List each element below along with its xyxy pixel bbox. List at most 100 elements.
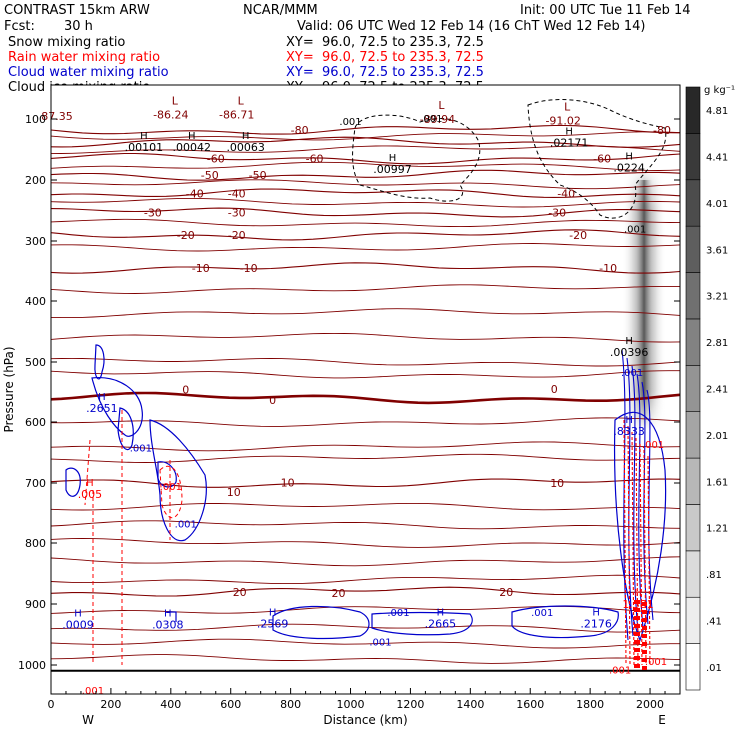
colorbar-label: .41: [706, 616, 722, 627]
legend-rain-xy: XY= 96.0, 72.5 to 235.3, 72.5: [286, 50, 484, 65]
isotherm-line-m60: [50, 152, 681, 165]
y-tick-label: 900: [25, 598, 46, 611]
isotherm-label: 20: [332, 587, 346, 600]
colorbar-label: 2.41: [706, 385, 728, 396]
high-value: .00997: [373, 163, 412, 176]
colorbar-label: .81: [706, 570, 722, 581]
isotherm-line-minor: [50, 357, 681, 367]
corner-value: 87.35: [41, 110, 73, 123]
rain-water-contour: [159, 465, 183, 518]
cloud-water-contour: [157, 461, 177, 488]
rain-water-marker: [634, 608, 640, 612]
contour-value: .001: [642, 440, 664, 451]
contour-value: .001: [645, 657, 667, 668]
high-value: .00042: [173, 141, 212, 154]
cloud-ice-contour: [527, 99, 667, 219]
colorbar-segment: [685, 596, 701, 644]
isotherm-label: -20: [177, 229, 195, 242]
x-tick-label: 1800: [576, 698, 604, 711]
high-marker: H: [188, 131, 196, 142]
colorbar-label: 1.21: [706, 524, 728, 535]
high-value: 1.381: [622, 598, 654, 611]
x-tick-label: 800: [280, 698, 301, 711]
high-marker: H: [74, 609, 82, 620]
isotherm-label: 10: [281, 476, 295, 489]
colorbar-label: .01: [706, 663, 722, 674]
colorbar-unit: g kg⁻¹: [704, 85, 735, 96]
x-axis-title: Distance (km): [323, 713, 407, 727]
isotherm-line-minor: [50, 441, 681, 452]
high-value: .0308: [152, 619, 184, 632]
contour-value: .001: [621, 368, 643, 379]
contour-value: .001: [609, 666, 631, 677]
isotherm-label: 0: [551, 383, 558, 396]
isotherm-line-minor: [50, 179, 681, 190]
high-value: .00063: [226, 141, 265, 154]
high-marker: H: [592, 607, 600, 618]
contour-value: .001: [175, 519, 197, 530]
high-value: .00101: [125, 141, 164, 154]
colorbar-label: 4.41: [706, 153, 728, 164]
isotherm-line-minor: [50, 145, 681, 155]
y-tick-label: 400: [25, 295, 46, 308]
high-marker: H: [86, 478, 94, 489]
isotherm-label: -20: [569, 229, 587, 242]
cloud-water-contour: [371, 611, 473, 636]
colorbar-segment: [685, 272, 701, 320]
isotherm-line-minor: [50, 574, 681, 585]
isotherm-line-20: [50, 586, 681, 597]
y-tick-label: 600: [25, 416, 46, 429]
isotherm-label: -50: [201, 169, 219, 182]
contour-value: .001: [369, 637, 391, 648]
isotherm-label: -20: [228, 229, 246, 242]
rain-water-marker: [634, 664, 640, 668]
colorbar-segment: [685, 86, 701, 134]
rain-water-contour: [623, 419, 627, 666]
rain-water-marker: [634, 648, 640, 652]
colorbar-label: 2.01: [706, 431, 728, 442]
rain-water-contour: [635, 437, 639, 666]
isotherm-line-0: [50, 391, 681, 405]
high-marker: H: [437, 607, 445, 618]
high-marker: H: [389, 153, 397, 164]
org-label: NCAR/MMM: [243, 3, 318, 18]
low-value: -89.94: [420, 113, 455, 126]
isotherm-line-minor: [50, 623, 681, 633]
colorbar-label: 1.61: [706, 477, 728, 488]
colorbar-segment: [685, 411, 701, 459]
isotherm-label: 20: [233, 586, 247, 599]
isotherm-line-minor: [50, 556, 681, 567]
colorbar-label: 2.81: [706, 338, 728, 349]
legend-cloudwater-name: Cloud water mixing ratio: [8, 65, 169, 80]
rain-water-marker: [634, 624, 640, 628]
isotherm-line-m20: [50, 229, 681, 241]
cloud-water-contour: [94, 344, 105, 380]
high-value: .8333: [613, 425, 645, 438]
isotherm-line-minor: [50, 332, 681, 343]
cloud-water-contour: [65, 467, 81, 497]
low-value: -91.02: [545, 114, 580, 127]
colorbar-segment: [685, 179, 701, 227]
high-value: .005: [78, 488, 103, 501]
high-marker: H: [269, 607, 277, 618]
plot-area: [51, 85, 680, 694]
y-tick-label: 200: [25, 174, 46, 187]
rain-water-contour: [643, 449, 647, 666]
cloud-water-contour: [636, 373, 644, 629]
high-value: .2651: [86, 402, 118, 415]
colorbar-segment: [685, 550, 701, 598]
high-marker: H: [242, 131, 250, 142]
colorbar-segment: [685, 365, 701, 412]
isotherm-label: 0: [269, 394, 276, 407]
x-tick-label: 400: [160, 698, 181, 711]
low-marker: L: [172, 95, 179, 108]
rain-water-marker: [642, 642, 647, 646]
low-marker: L: [564, 100, 571, 113]
colorbar-label: 4.01: [706, 199, 728, 210]
cloud-water-contour: [511, 605, 619, 639]
rain-water-marker: [642, 634, 647, 638]
rain-water-marker: [642, 626, 647, 630]
y-axis-title: Pressure (hPa): [2, 346, 16, 432]
contour-value: .001: [160, 482, 182, 493]
